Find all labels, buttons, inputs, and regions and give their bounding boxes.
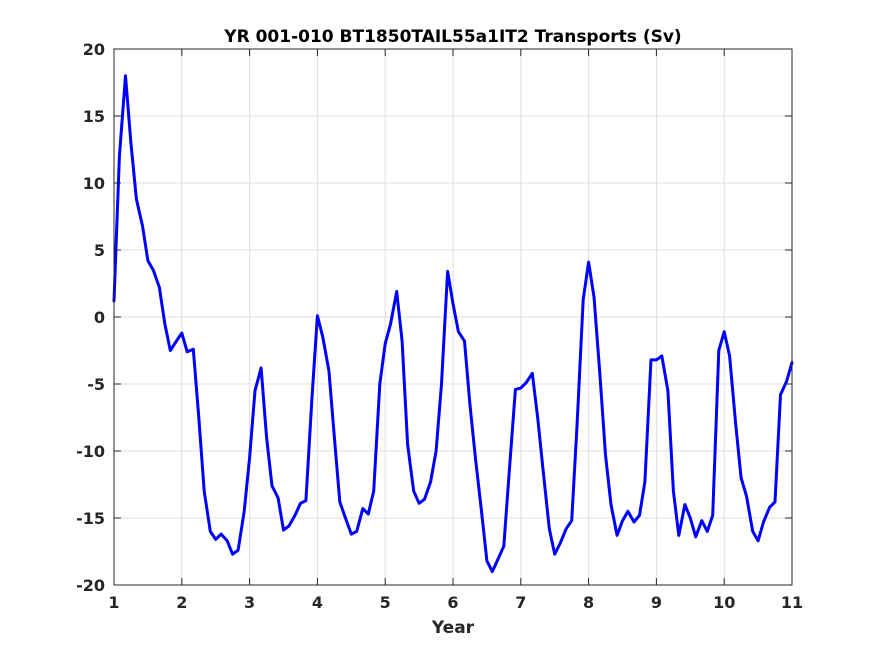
x-axis-label: Year — [431, 618, 475, 638]
y-tick-labels: -20 -15 -10 -5 0 5 10 15 20 — [76, 40, 105, 595]
y-tick-label: -20 — [76, 576, 105, 595]
y-tick-label: 10 — [83, 174, 105, 193]
series-line — [112, 74, 794, 574]
y-tick-label: -10 — [76, 442, 105, 461]
y-tick-label: 15 — [83, 107, 105, 126]
x-tick-label: 3 — [244, 593, 255, 612]
x-tick-label: 8 — [583, 593, 594, 612]
y-tick-label: -5 — [87, 375, 105, 394]
x-tick-label: 5 — [380, 593, 391, 612]
x-tick-label: 2 — [176, 593, 187, 612]
y-tick-label: 0 — [94, 308, 105, 327]
y-tick-label: -15 — [76, 509, 105, 528]
x-tick-label: 7 — [515, 593, 526, 612]
x-tick-label: 10 — [713, 593, 735, 612]
x-tick-label: 11 — [781, 593, 803, 612]
x-tick-label: 9 — [651, 593, 662, 612]
x-tick-label: 1 — [108, 593, 119, 612]
y-tick-label: 20 — [83, 40, 105, 59]
y-tick-label: 5 — [94, 241, 105, 260]
x-tick-label: 6 — [447, 593, 458, 612]
x-tick-label: 4 — [312, 593, 323, 612]
series-layer — [112, 74, 794, 574]
axes — [113, 48, 793, 586]
chart-title: YR 001-010 BT1850TAIL55a1IT2 Transports … — [223, 27, 681, 47]
x-tick-labels: 1 2 3 4 5 6 7 8 9 10 11 — [108, 593, 803, 612]
